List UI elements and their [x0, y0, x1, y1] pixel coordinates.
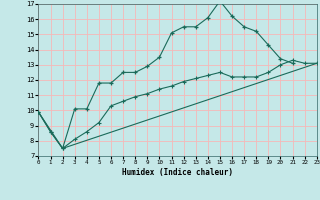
- X-axis label: Humidex (Indice chaleur): Humidex (Indice chaleur): [122, 168, 233, 177]
